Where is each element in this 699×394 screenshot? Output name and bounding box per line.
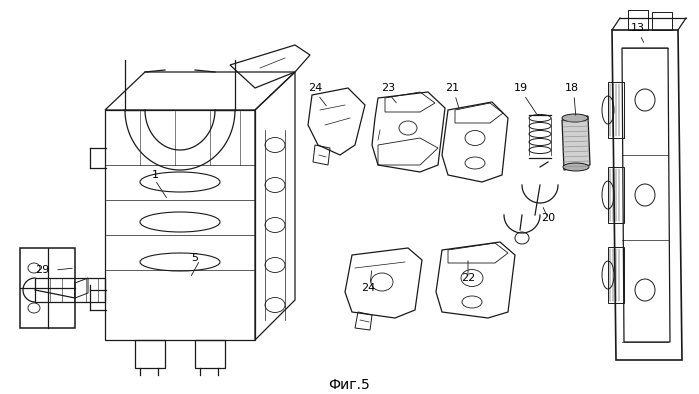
Text: 29: 29 bbox=[35, 265, 49, 275]
Polygon shape bbox=[562, 116, 590, 170]
Text: 20: 20 bbox=[541, 213, 555, 223]
Text: 1: 1 bbox=[152, 170, 159, 180]
Text: 18: 18 bbox=[565, 83, 579, 93]
Text: 5: 5 bbox=[192, 253, 199, 263]
Text: 23: 23 bbox=[381, 83, 395, 93]
Text: 21: 21 bbox=[445, 83, 459, 93]
Text: Фиг.5: Фиг.5 bbox=[328, 378, 370, 392]
Ellipse shape bbox=[563, 163, 589, 171]
Text: 24: 24 bbox=[361, 283, 375, 293]
Text: 22: 22 bbox=[461, 273, 475, 283]
Text: 13: 13 bbox=[631, 23, 645, 33]
Text: 24: 24 bbox=[308, 83, 322, 93]
Ellipse shape bbox=[562, 114, 588, 122]
Text: 19: 19 bbox=[514, 83, 528, 93]
